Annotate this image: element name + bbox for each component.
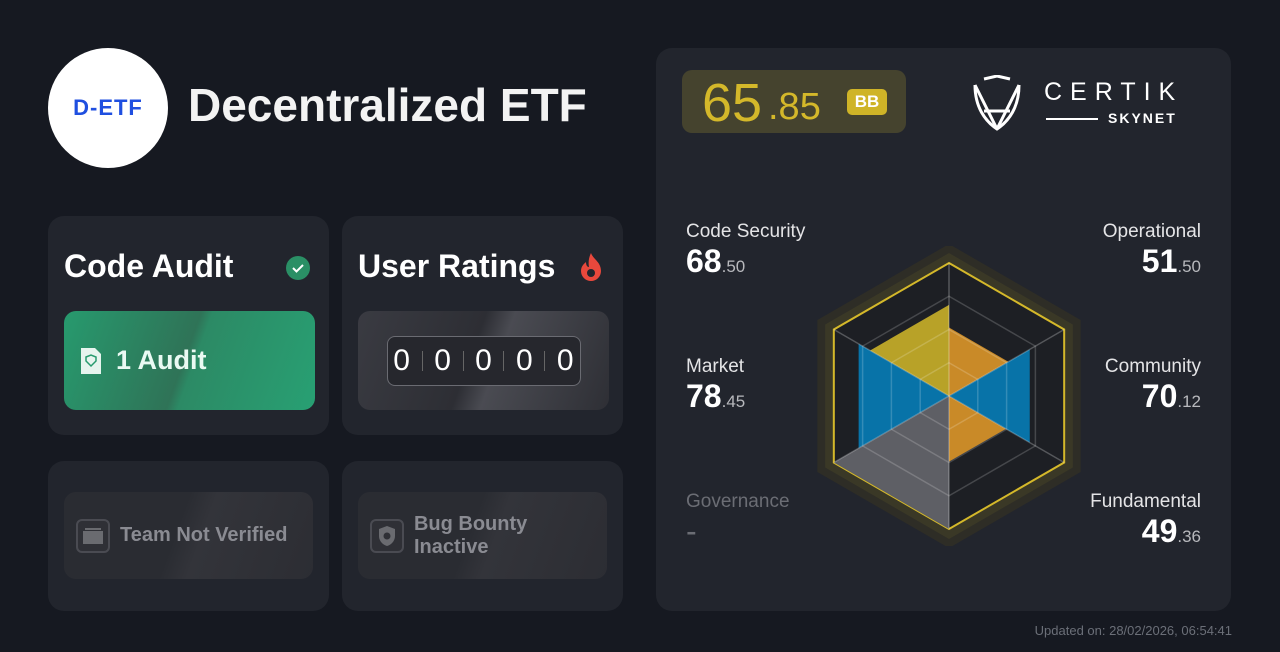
overall-score: 65 .85 BB — [682, 70, 906, 133]
digit: 0 — [393, 343, 410, 377]
brand-sub: SKYNET — [1108, 110, 1177, 126]
category-decimal: .45 — [721, 392, 746, 411]
fire-icon — [581, 253, 601, 281]
radar-wedge-community — [949, 349, 1030, 443]
category-code-security: Code Security 68.50 — [686, 221, 805, 280]
certik-logo-icon — [973, 75, 1021, 131]
brand-divider — [1046, 118, 1098, 120]
bug-bounty-label: Bug Bounty Inactive — [413, 512, 528, 558]
audit-document-icon — [81, 347, 101, 374]
audit-button[interactable]: 1 Audit — [64, 311, 315, 410]
team-card: Team Not Verified — [48, 461, 329, 611]
radar-axis — [948, 328, 1065, 397]
ratings-display: 0 0 0 0 0 — [358, 311, 609, 410]
radar-grid-ring — [890, 328, 1008, 464]
bug-bounty-card: Bug Bounty Inactive — [342, 461, 623, 611]
category-value: - — [686, 513, 697, 549]
category-value: 49 — [1141, 513, 1178, 549]
radar-wedge-governance — [833, 396, 949, 529]
radar-wedge-operational — [949, 327, 1009, 396]
shield-bug-icon — [370, 518, 404, 553]
grade-badge: BB — [847, 89, 887, 115]
category-market: Market 78.45 — [686, 356, 745, 415]
audit-count: 1 Audit — [116, 345, 207, 375]
score-integer: 65 — [702, 73, 763, 133]
category-label: Fundamental — [1090, 491, 1201, 512]
project-logo: D-ETF — [48, 48, 168, 168]
category-operational: Operational 51.50 — [1103, 221, 1201, 280]
category-label: Code Security — [686, 221, 806, 242]
category-label: Governance — [686, 491, 790, 512]
category-value: 51 — [1141, 243, 1178, 279]
user-ratings-title: User Ratings — [358, 248, 556, 284]
logo-text: D-ETF — [73, 95, 143, 120]
updated-timestamp: Updated on: 28/02/2026, 06:54:41 — [1034, 623, 1232, 638]
radar-wedge-code_security — [870, 304, 949, 396]
check-circle-icon — [286, 256, 310, 280]
id-card-icon — [76, 518, 110, 553]
team-status[interactable]: Team Not Verified — [64, 492, 313, 579]
category-value: 68 — [686, 243, 722, 279]
code-audit-card: Code Audit 1 Audit — [48, 216, 329, 435]
radar-grid-ring — [919, 361, 979, 431]
category-value: 78 — [686, 378, 722, 414]
category-decimal: .50 — [721, 257, 746, 276]
bug-bounty-status[interactable]: Bug Bounty Inactive — [358, 492, 607, 579]
user-ratings-card: User Ratings 0 0 0 0 0 — [342, 216, 623, 435]
score-decimal: .85 — [768, 86, 821, 128]
radar-grid-ring — [861, 295, 1037, 497]
radar-axis — [948, 395, 1065, 464]
digit: 0 — [434, 343, 451, 377]
radar-axis — [833, 328, 950, 397]
category-decimal: .12 — [1177, 392, 1201, 411]
category-label: Operational — [1102, 221, 1201, 242]
category-label: Community — [1104, 356, 1201, 377]
category-community: Community 70.12 — [1105, 356, 1201, 415]
digit: 0 — [556, 343, 574, 377]
category-decimal: .36 — [1177, 527, 1201, 546]
brand-name: CERTIK — [1044, 78, 1184, 106]
digit: 0 — [516, 343, 533, 377]
project-title: Decentralized ETF — [188, 79, 587, 131]
code-audit-title: Code Audit — [64, 248, 234, 284]
category-label: Market — [686, 356, 745, 377]
radar-wedge-fundamental — [949, 396, 1006, 462]
radar-axis — [833, 395, 950, 464]
team-status-label: Team Not Verified — [120, 524, 288, 546]
radar-wedge-market — [858, 343, 949, 449]
ratings-counter: 0 0 0 0 0 — [386, 335, 581, 386]
category-decimal: .50 — [1177, 257, 1201, 276]
digit: 0 — [475, 343, 492, 377]
category-fundamental: Fundamental 49.36 — [1090, 491, 1201, 550]
radar-chart — [817, 246, 1081, 546]
category-governance: Governance - — [686, 491, 790, 550]
category-value: 70 — [1141, 378, 1178, 414]
